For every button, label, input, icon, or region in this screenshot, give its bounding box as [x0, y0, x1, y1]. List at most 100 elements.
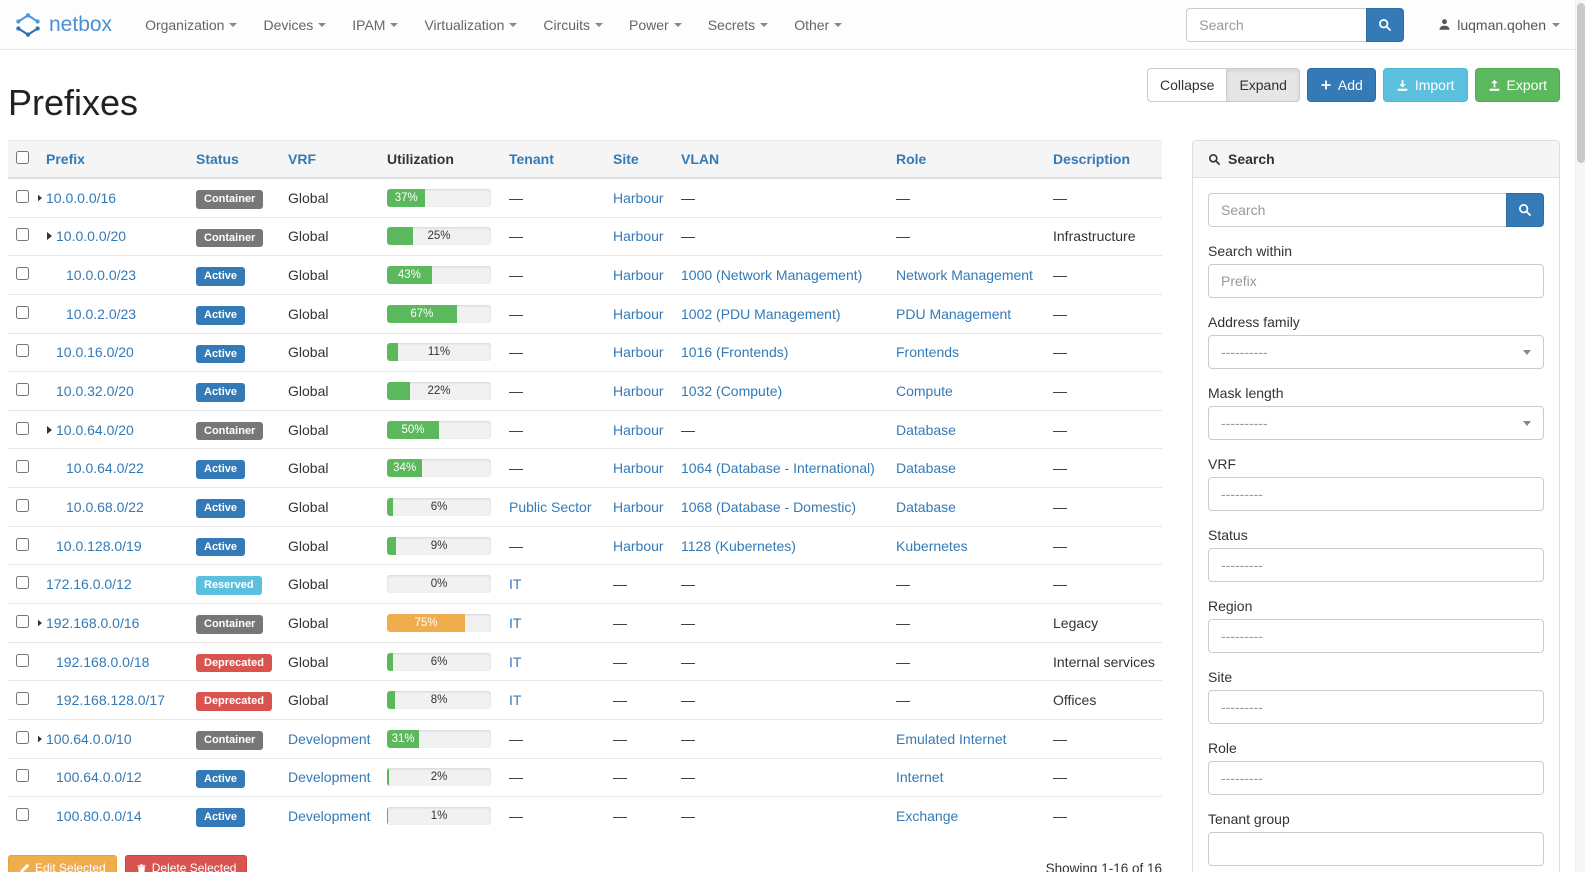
vlan-link[interactable]: 1002 (PDU Management) [681, 305, 841, 322]
vlan-link[interactable]: 1016 (Frontends) [681, 344, 789, 361]
vlan-link[interactable]: 1000 (Network Management) [681, 267, 863, 284]
nav-item-secrets[interactable]: Secrets [695, 0, 781, 50]
expand-caret-icon[interactable] [47, 232, 52, 241]
row-checkbox[interactable] [16, 383, 29, 397]
nav-item-other[interactable]: Other [781, 0, 855, 50]
row-checkbox[interactable] [16, 769, 29, 783]
tenant-link[interactable]: Public Sector [509, 498, 592, 515]
search-input[interactable] [1186, 7, 1367, 42]
edit-selected-button[interactable]: Edit Selected [8, 854, 117, 872]
prefix-link[interactable]: 100.64.0.0/12 [56, 769, 142, 786]
role-link[interactable]: Frontends [896, 344, 960, 361]
role-link[interactable]: Emulated Internet [896, 730, 1007, 747]
row-checkbox[interactable] [16, 267, 29, 281]
prefix-link[interactable]: 10.0.0.0/23 [66, 267, 137, 284]
row-checkbox[interactable] [16, 228, 29, 242]
site-link[interactable]: Harbour [613, 344, 664, 361]
prefix-link[interactable]: 192.168.0.0/18 [56, 653, 150, 670]
select-all-checkbox[interactable] [16, 151, 29, 164]
expand-caret-icon[interactable] [47, 425, 52, 434]
site-link[interactable]: Harbour [613, 228, 664, 245]
vrf-link[interactable]: Development [288, 730, 371, 747]
site-link[interactable]: Harbour [613, 267, 664, 284]
prefix-link[interactable]: 100.64.0.0/10 [46, 730, 132, 747]
role-link[interactable]: Exchange [896, 808, 959, 825]
column-sort-status[interactable]: Status [196, 151, 239, 167]
role-link[interactable]: PDU Management [896, 305, 1012, 322]
sidebar-search-button[interactable] [1506, 193, 1544, 227]
filter-select-role[interactable]: --------- [1208, 761, 1544, 795]
tenant-link[interactable]: IT [509, 614, 522, 631]
row-checkbox[interactable] [16, 460, 29, 474]
row-checkbox[interactable] [16, 498, 29, 512]
prefix-link[interactable]: 192.168.0.0/16 [46, 614, 140, 631]
user-menu[interactable]: luqman.qohen [1438, 17, 1560, 33]
row-checkbox[interactable] [16, 305, 29, 319]
nav-item-power[interactable]: Power [616, 0, 695, 50]
row-checkbox[interactable] [16, 653, 29, 667]
expand-caret-icon[interactable] [38, 734, 42, 743]
role-link[interactable]: Compute [896, 383, 953, 400]
tenant-link[interactable]: IT [509, 576, 522, 593]
role-link[interactable]: Database [896, 460, 956, 477]
site-link[interactable]: Harbour [613, 189, 664, 206]
scrollbar-thumb[interactable] [1577, 3, 1585, 163]
filter-select-vrf[interactable]: --------- [1208, 477, 1544, 511]
column-sort-role[interactable]: Role [896, 151, 927, 167]
filter-select-status[interactable]: --------- [1208, 548, 1544, 582]
row-checkbox[interactable] [16, 421, 29, 435]
prefix-link[interactable]: 10.0.64.0/22 [66, 460, 144, 477]
role-link[interactable]: Kubernetes [896, 537, 968, 554]
export-button[interactable]: Export [1474, 68, 1560, 102]
vlan-link[interactable]: 1032 (Compute) [681, 383, 783, 400]
row-checkbox[interactable] [16, 189, 29, 203]
column-sort-vrf[interactable]: VRF [288, 151, 316, 167]
prefix-link[interactable]: 10.0.2.0/23 [66, 305, 137, 322]
prefix-link[interactable]: 10.0.0.0/16 [46, 189, 117, 206]
row-checkbox[interactable] [16, 537, 29, 551]
prefix-link[interactable]: 172.16.0.0/12 [46, 576, 132, 593]
prefix-link[interactable]: 10.0.128.0/19 [56, 537, 142, 554]
scrollbar[interactable] [1575, 0, 1585, 872]
expand-caret-icon[interactable] [38, 193, 42, 202]
site-link[interactable]: Harbour [613, 305, 664, 322]
row-checkbox[interactable] [16, 576, 29, 590]
role-link[interactable]: Database [896, 498, 956, 515]
vrf-link[interactable]: Development [288, 769, 371, 786]
filter-select-region[interactable]: --------- [1208, 619, 1544, 653]
column-sort-desc[interactable]: Description [1053, 151, 1131, 167]
delete-selected-button[interactable]: Delete Selected [124, 854, 248, 872]
row-checkbox[interactable] [16, 344, 29, 358]
site-link[interactable]: Harbour [613, 460, 664, 477]
row-checkbox[interactable] [16, 730, 29, 744]
prefix-link[interactable]: 10.0.32.0/20 [56, 383, 134, 400]
netbox-brand[interactable]: netbox [14, 11, 112, 39]
column-sort-site[interactable]: Site [613, 151, 639, 167]
vlan-link[interactable]: 1068 (Database - Domestic) [681, 498, 857, 515]
import-button[interactable]: Import [1382, 68, 1468, 102]
nav-item-ipam[interactable]: IPAM [339, 0, 411, 50]
prefix-link[interactable]: 10.0.0.0/20 [56, 228, 127, 245]
column-sort-vlan[interactable]: VLAN [681, 151, 720, 167]
prefix-link[interactable]: 192.168.128.0/17 [56, 692, 165, 709]
nav-item-virtualization[interactable]: Virtualization [411, 0, 530, 50]
row-checkbox[interactable] [16, 808, 29, 822]
tenant-link[interactable]: IT [509, 692, 522, 709]
sidebar-search-input[interactable] [1208, 193, 1506, 227]
filter-select-site[interactable]: --------- [1208, 690, 1544, 724]
filter-input-search_within[interactable] [1208, 264, 1544, 298]
role-link[interactable]: Database [896, 421, 956, 438]
collapse-button[interactable]: Collapse [1146, 68, 1228, 102]
role-link[interactable]: Internet [896, 769, 944, 786]
tenant-link[interactable]: IT [509, 653, 522, 670]
role-link[interactable]: Network Management [896, 267, 1033, 284]
search-button[interactable] [1366, 7, 1405, 42]
prefix-link[interactable]: 100.80.0.0/14 [56, 808, 142, 825]
prefix-link[interactable]: 10.0.68.0/22 [66, 498, 144, 515]
expand-button[interactable]: Expand [1226, 68, 1300, 102]
prefix-link[interactable]: 10.0.64.0/20 [56, 421, 134, 438]
vrf-link[interactable]: Development [288, 808, 371, 825]
nav-item-circuits[interactable]: Circuits [530, 0, 616, 50]
row-checkbox[interactable] [16, 614, 29, 628]
nav-item-organization[interactable]: Organization [132, 0, 250, 50]
